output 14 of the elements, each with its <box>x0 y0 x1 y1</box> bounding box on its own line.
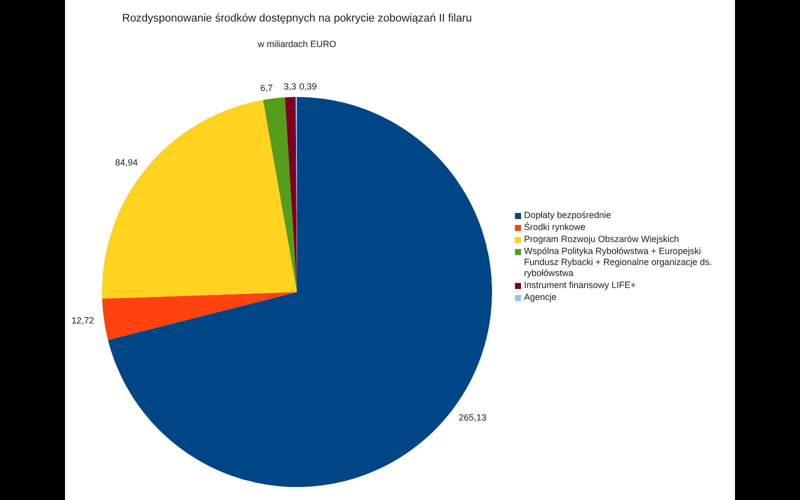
data-label: 6,7 <box>260 82 273 93</box>
legend-label: Program Rozwoju Obszarów Wiejskich <box>524 234 680 245</box>
legend-label: Środki rynkowe <box>524 222 586 233</box>
chart-title: Rozdysponowanie środków dostępnych na pokrycie zobowiązań II filaru <box>122 12 472 25</box>
legend-label: Instrument finansowy LIFE+ <box>524 280 636 291</box>
data-label: 0,39 <box>299 81 317 92</box>
legend-label: Agencje <box>524 292 557 303</box>
legend-label: Wspólna Polityka Rybołówstwa + Europejski Fundusz Rybacki + Regionalne organizacje ds. rybołówstwa <box>524 246 713 279</box>
data-label: 12,72 <box>72 315 94 326</box>
chart-subtitle: w miliardach EURO <box>256 39 336 50</box>
data-label: 265,13 <box>458 412 486 422</box>
data-label: 3,3 <box>284 82 296 92</box>
legend-label: Dopłaty bezpośrednie <box>524 210 612 221</box>
data-label: 84,94 <box>115 157 138 168</box>
